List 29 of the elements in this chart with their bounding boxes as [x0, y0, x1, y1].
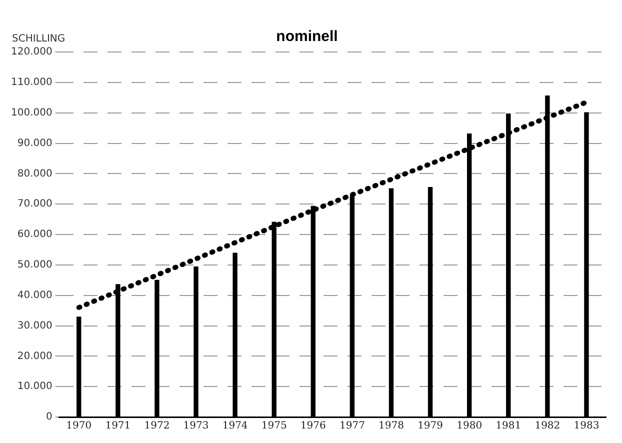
y-tick-label: 110.000: [10, 77, 52, 88]
y-tick-label: 50.000: [17, 260, 52, 271]
x-tick-label: 1976: [300, 420, 326, 432]
y-tick-label: 40.000: [17, 290, 52, 301]
y-tick-label: 120.000: [10, 46, 52, 58]
x-tick-label: 1977: [339, 420, 365, 432]
y-tick-label: 90.000: [17, 138, 52, 149]
y-tick-label: 0: [46, 412, 52, 423]
y-tick-label: 70.000: [17, 198, 52, 210]
x-tick-label: 1981: [496, 420, 522, 432]
y-tick-label: 20.000: [17, 350, 52, 362]
y-tick-label: 10.000: [17, 381, 52, 392]
x-tick-label: 1970: [66, 420, 92, 432]
x-tick-label: 1974: [222, 420, 248, 432]
x-tick-label: 1972: [144, 420, 170, 432]
y-axis-title: SCHILLING: [12, 34, 66, 45]
x-tick-label: 1978: [378, 420, 404, 432]
chart-title: nominell: [276, 28, 338, 46]
y-tick-label: 100.000: [10, 107, 52, 118]
x-tick-label: 1971: [105, 420, 131, 432]
x-tick-label: 1973: [183, 420, 209, 432]
x-tick-label: 1982: [534, 420, 560, 432]
y-tick-label: 60.000: [17, 229, 52, 240]
y-tick-label: 30.000: [17, 320, 52, 332]
x-tick-label: 1975: [261, 420, 287, 432]
x-tick-label: 1983: [574, 420, 600, 432]
x-tick-label: 1980: [456, 420, 482, 432]
x-tick-label: 1979: [418, 420, 444, 432]
y-tick-label: 80.000: [17, 168, 52, 180]
